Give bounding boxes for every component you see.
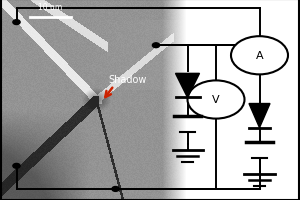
Text: 10 um: 10 um: [38, 3, 62, 12]
Text: A: A: [256, 51, 263, 61]
Circle shape: [13, 164, 20, 168]
Circle shape: [152, 44, 160, 48]
Circle shape: [231, 37, 288, 75]
Polygon shape: [249, 104, 270, 128]
Bar: [186, 0, 300, 200]
Text: V: V: [212, 95, 220, 105]
Circle shape: [112, 187, 119, 191]
Polygon shape: [176, 74, 200, 98]
Text: Shadow: Shadow: [108, 75, 146, 85]
Circle shape: [13, 21, 20, 25]
Circle shape: [188, 81, 244, 119]
